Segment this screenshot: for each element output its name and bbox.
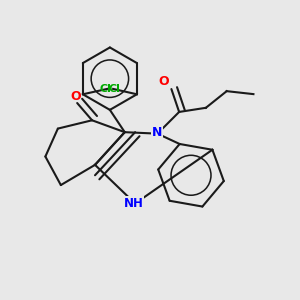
Text: O: O	[70, 90, 81, 103]
Text: NH: NH	[124, 197, 144, 210]
Text: N: N	[152, 126, 163, 139]
Text: Cl: Cl	[100, 84, 112, 94]
Text: Cl: Cl	[109, 84, 121, 94]
Text: O: O	[159, 75, 169, 88]
